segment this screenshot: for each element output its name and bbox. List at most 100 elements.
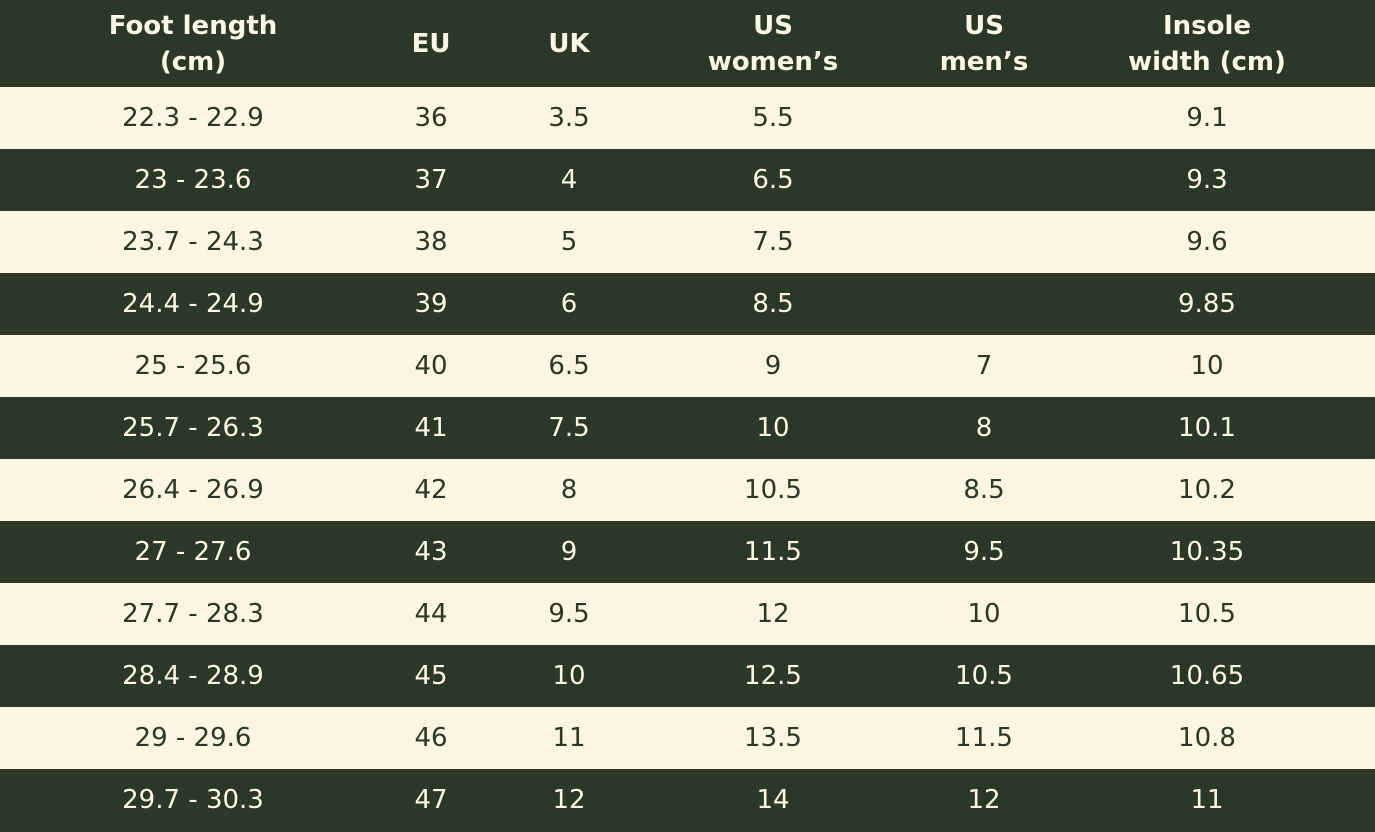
- header-cell: US women’s: [653, 0, 893, 87]
- table-cell: 7: [975, 351, 993, 381]
- table-cell: 10.5: [955, 661, 1013, 691]
- table-cell: 12: [967, 785, 1001, 815]
- table-cell: 41: [414, 413, 448, 443]
- table-cell: 39: [414, 289, 448, 319]
- table-cell: 3.5: [548, 103, 590, 133]
- table-cell: 27.7 - 28.3: [122, 599, 264, 629]
- table-cell: 14: [756, 785, 790, 815]
- table-cell: 37: [414, 165, 448, 195]
- table-cell: 5.5: [752, 103, 794, 133]
- table-cell: 47: [414, 785, 448, 815]
- table-row: 24.4 - 24.9 39 6 8.5 9.85: [0, 273, 1375, 335]
- table-cell: 36: [414, 103, 448, 133]
- table-cell: 10: [756, 413, 790, 443]
- table-cell: 10.8: [1178, 723, 1236, 753]
- table-cell: 10.5: [1178, 599, 1236, 629]
- table-cell: 22.3 - 22.9: [122, 103, 264, 133]
- table-cell: [864, 87, 1104, 149]
- table-cell: 11: [1190, 785, 1224, 815]
- table-cell: 5: [560, 227, 578, 257]
- table-cell: 6.5: [548, 351, 590, 381]
- table-cell: 10.65: [1169, 661, 1245, 691]
- table-cell: 10.1: [1178, 413, 1236, 443]
- header-text: UK: [548, 28, 590, 59]
- table-cell: 8: [560, 475, 578, 505]
- table-cell: 10: [552, 661, 586, 691]
- header-cell: Foot length (cm): [73, 0, 313, 87]
- table-cell: 6.5: [752, 165, 794, 195]
- table-cell: [864, 273, 1104, 335]
- table-cell: 10: [967, 599, 1001, 629]
- table-cell: 25.7 - 26.3: [122, 413, 264, 443]
- table-row: 29.7 - 30.3 47 12 14 12 11: [0, 769, 1375, 831]
- table-cell: 26.4 - 26.9: [122, 475, 264, 505]
- table-cell: 9: [764, 351, 782, 381]
- table-cell: [864, 149, 1104, 211]
- table-cell: 11.5: [744, 537, 802, 567]
- table-cell: [864, 211, 1104, 273]
- header-text: width (cm): [1128, 46, 1286, 77]
- table-cell: 7.5: [548, 413, 590, 443]
- table-cell: 40: [414, 351, 448, 381]
- table-cell: 10.2: [1178, 475, 1236, 505]
- table-cell: 9.1: [1186, 103, 1228, 133]
- table-row: 27 - 27.6 43 9 11.5 9.5 10.35: [0, 521, 1375, 583]
- table-cell: 9.6: [1186, 227, 1228, 257]
- table-cell: 46: [414, 723, 448, 753]
- table-row: 25.7 - 26.3 41 7.5 10 8 10.1: [0, 397, 1375, 459]
- header-text: women’s: [707, 46, 839, 77]
- table-cell: 23 - 23.6: [134, 165, 252, 195]
- table-row: 26.4 - 26.9 42 8 10.5 8.5 10.2: [0, 459, 1375, 521]
- table-cell: 25 - 25.6: [134, 351, 252, 381]
- table-cell: 4: [560, 165, 578, 195]
- table-cell: 9.85: [1178, 289, 1236, 319]
- table-cell: 13.5: [744, 723, 802, 753]
- table-cell: 27 - 27.6: [134, 537, 252, 567]
- table-cell: 9.3: [1186, 165, 1228, 195]
- table-cell: 9: [560, 537, 578, 567]
- table-cell: 11: [552, 723, 586, 753]
- table-cell: 24.4 - 24.9: [122, 289, 264, 319]
- table-row: 25 - 25.6 40 6.5 9 7 10: [0, 335, 1375, 397]
- table-row: 22.3 - 22.9 36 3.5 5.5 9.1: [0, 87, 1375, 149]
- header-cell: Insole width (cm): [1087, 0, 1327, 87]
- table-cell: 10: [1190, 351, 1224, 381]
- table-row: 28.4 - 28.9 45 10 12.5 10.5 10.65: [0, 645, 1375, 707]
- table-row: 23 - 23.6 37 4 6.5 9.3: [0, 149, 1375, 211]
- header-text: US: [964, 10, 1004, 41]
- table-cell: 7.5: [752, 227, 794, 257]
- table-cell: 9.5: [963, 537, 1005, 567]
- table-cell: 38: [414, 227, 448, 257]
- table-cell: 23.7 - 24.3: [122, 227, 264, 257]
- table-cell: 10.35: [1169, 537, 1245, 567]
- table-cell: 12: [756, 599, 790, 629]
- table-cell: 12: [552, 785, 586, 815]
- header-text: men’s: [939, 46, 1029, 77]
- table-cell: 12.5: [744, 661, 802, 691]
- table-cell: 29 - 29.6: [134, 723, 252, 753]
- header-text: US: [753, 10, 793, 41]
- header-text: Foot length (cm): [108, 10, 278, 77]
- header-cell: UK: [449, 0, 689, 87]
- header-cell: US men’s: [864, 0, 1104, 87]
- table-cell: 9.5: [548, 599, 590, 629]
- table-cell: 43: [414, 537, 448, 567]
- table-cell: 10.5: [744, 475, 802, 505]
- table-row: 23.7 - 24.3 38 5 7.5 9.6: [0, 211, 1375, 273]
- header-text: EU: [411, 28, 451, 59]
- table-row: 29 - 29.6 46 11 13.5 11.5 10.8: [0, 707, 1375, 769]
- table-cell: 28.4 - 28.9: [122, 661, 264, 691]
- header-row: Foot length (cm) EU UK US women’s US men’s Inso…: [0, 0, 1375, 87]
- table-cell: 45: [414, 661, 448, 691]
- table-cell: 44: [414, 599, 448, 629]
- table-cell: 6: [560, 289, 578, 319]
- table-cell: 8.5: [752, 289, 794, 319]
- table-cell: 8: [975, 413, 993, 443]
- table-cell: 42: [414, 475, 448, 505]
- table-cell: 29.7 - 30.3: [122, 785, 264, 815]
- header-cell: EU: [311, 0, 551, 87]
- table-cell: 11.5: [955, 723, 1013, 753]
- header-text: Insole: [1162, 10, 1252, 41]
